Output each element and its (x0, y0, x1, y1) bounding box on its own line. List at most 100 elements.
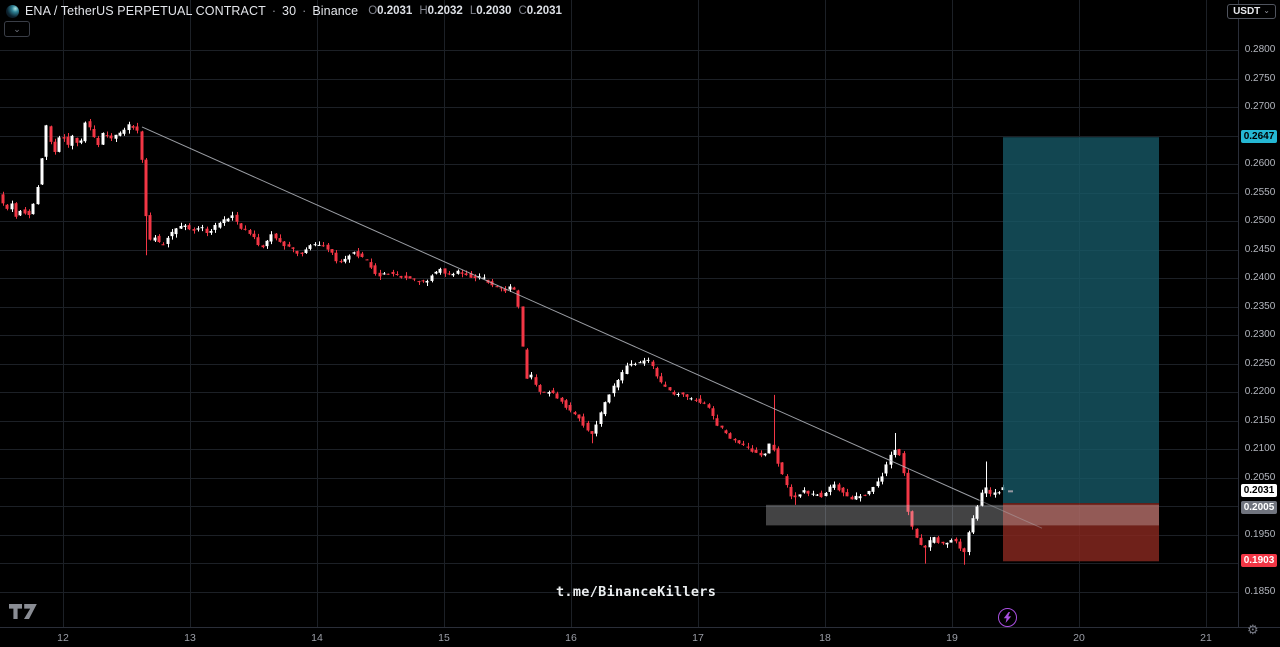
current-price-label: 0.2031 (1241, 484, 1277, 497)
candle (205, 228, 209, 233)
candle (590, 431, 594, 434)
candle (122, 129, 126, 134)
candle (386, 273, 390, 275)
candle (153, 237, 157, 241)
candle (728, 433, 732, 439)
candle (243, 228, 247, 230)
candle (954, 538, 958, 542)
candle (31, 203, 35, 215)
candle (694, 399, 698, 401)
candle (932, 537, 936, 543)
candle (373, 265, 377, 274)
candle (482, 277, 486, 279)
close-value: 0.2031 (526, 5, 562, 17)
candle (824, 492, 828, 497)
candle (884, 464, 888, 474)
currency-unit-button[interactable]: USDT ⌄ (1227, 4, 1276, 19)
candle (997, 492, 1001, 494)
candle (447, 273, 451, 275)
price-tick-label: 0.2100 (1244, 443, 1276, 454)
candle (252, 233, 256, 238)
time-axis[interactable]: 12 13 14 15 16 17 18 19 20 21 (0, 627, 1280, 647)
candle (196, 228, 200, 230)
legend-separator: · (302, 4, 307, 18)
candle (780, 462, 784, 475)
candle (733, 438, 737, 441)
candle (625, 365, 629, 374)
quick-trade-lightning-button[interactable] (998, 608, 1017, 627)
candle (44, 125, 48, 157)
long-position-profit-box[interactable] (1003, 137, 1159, 504)
candle (599, 412, 603, 424)
candle (404, 275, 408, 279)
entry-price-label: 0.2005 (1241, 501, 1277, 514)
candle (460, 272, 464, 274)
candle (607, 394, 611, 403)
candle (304, 249, 308, 253)
candle (629, 363, 633, 366)
candle (845, 492, 849, 497)
candle (772, 444, 776, 451)
candle (754, 449, 758, 453)
candle (941, 541, 945, 544)
interval-label[interactable]: 30 (282, 4, 297, 18)
candle (586, 422, 590, 431)
support-zone-band[interactable] (766, 504, 1159, 526)
channel-watermark: t.me/BinanceKillers (556, 584, 717, 600)
trendline[interactable] (141, 126, 980, 501)
candle (75, 137, 79, 143)
candle (321, 245, 325, 247)
candle (508, 286, 512, 290)
candle (837, 484, 841, 491)
candle (144, 159, 148, 217)
candle (1, 194, 5, 204)
exchange-label[interactable]: Binance (312, 4, 359, 18)
candle (356, 251, 360, 257)
low-value: 0.2030 (476, 5, 512, 17)
candle (464, 273, 468, 276)
candle (213, 224, 217, 230)
candle (993, 492, 997, 495)
candle (23, 209, 27, 214)
candle (313, 244, 317, 246)
price-tick-label: 0.2400 (1244, 272, 1276, 283)
candle (114, 134, 118, 139)
candle (495, 286, 499, 288)
candle (88, 121, 92, 128)
candle (551, 390, 555, 394)
candle (897, 449, 901, 456)
candle (984, 487, 988, 494)
candle (57, 137, 61, 152)
legend-collapse-button[interactable]: ⌄ (4, 21, 30, 37)
candle (672, 392, 676, 395)
candle (806, 490, 810, 494)
open-letter: O (368, 5, 378, 17)
candle (676, 393, 680, 395)
candle (603, 402, 607, 415)
candle (70, 135, 74, 146)
long-position-loss-box[interactable] (1003, 503, 1159, 562)
candle (170, 231, 174, 237)
time-tick-label: 15 (438, 632, 450, 644)
gear-icon[interactable]: ⚙ (1247, 622, 1259, 637)
candle (27, 210, 31, 216)
price-axis[interactable]: 0.2800 0.2750 0.2700 0.2600 0.2550 0.2500 0.24… (1238, 0, 1280, 627)
candle (79, 140, 83, 143)
candle (499, 287, 503, 289)
candle (187, 225, 191, 230)
symbol-title[interactable]: ENA / TetherUS PERPETUAL CONTRACT (25, 4, 266, 18)
candle (525, 349, 529, 379)
candle (5, 204, 9, 209)
candle (18, 210, 22, 216)
price-tick-label: 0.2800 (1244, 44, 1276, 55)
candle (542, 391, 546, 393)
candle (40, 158, 44, 185)
candle (919, 537, 923, 545)
candle (720, 425, 724, 428)
candle (83, 122, 87, 142)
candle (200, 227, 204, 229)
symbol-legend[interactable]: ENA / TetherUS PERPETUAL CONTRACT · 30 ·… (6, 4, 562, 18)
candle (378, 272, 382, 277)
tradingview-logo[interactable] (8, 603, 38, 625)
